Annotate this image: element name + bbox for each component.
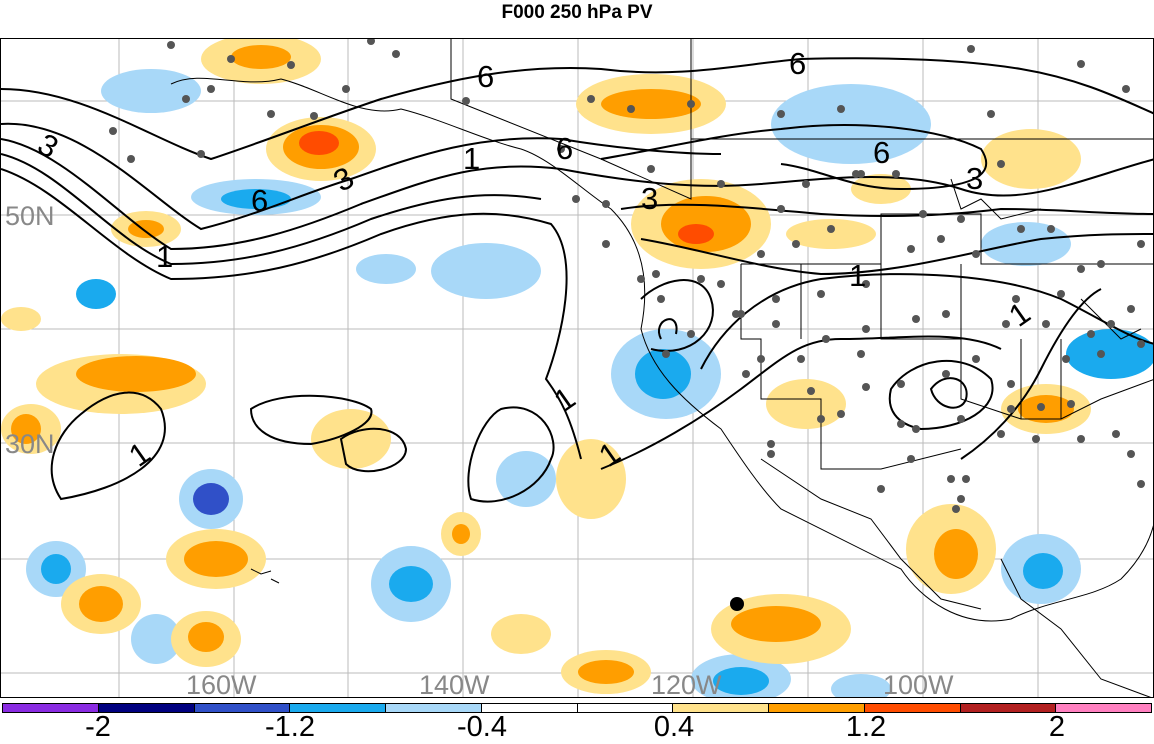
positive-anomaly-shading xyxy=(1,39,1091,694)
marker-dot xyxy=(730,597,744,611)
contour-label: 1 xyxy=(1002,295,1036,334)
pv-contours xyxy=(1,57,1153,503)
colorbar-swatch xyxy=(769,704,865,712)
contour-label: 6 xyxy=(873,135,890,170)
contour-label: 1 xyxy=(849,258,866,293)
colorbar-swatch xyxy=(864,704,961,712)
colorbar-label: 2 xyxy=(1048,711,1066,743)
colorbar-swatch xyxy=(960,704,1057,712)
contour-label: 6 xyxy=(556,131,573,166)
colorbar-label: -2 xyxy=(85,711,111,743)
negative-anomaly-shading xyxy=(26,69,1153,697)
station-markers xyxy=(109,39,1145,513)
contour-label: 1 xyxy=(547,380,581,419)
contour-label: 1 xyxy=(463,141,480,176)
contour-label: 1 xyxy=(156,239,173,274)
contour-label: 6 xyxy=(789,46,806,81)
colorbar-swatch xyxy=(98,704,195,712)
contour-label: 6 xyxy=(251,183,268,218)
coastlines xyxy=(170,39,1153,697)
colorbar-label: 0.4 xyxy=(653,711,695,743)
colorbar-swatch xyxy=(386,704,482,712)
colorbar-swatch xyxy=(481,704,578,712)
lat-label-30n: 30N xyxy=(5,429,55,459)
lon-label-120w: 120W xyxy=(651,670,722,698)
lon-label-160w: 160W xyxy=(186,670,257,698)
contour-value-labels: 6 6 6 6 3 3 3 3 1 1 1 1 1 1 1 6 xyxy=(32,46,1037,474)
colorbar-label: -1.2 xyxy=(265,711,315,743)
colorbar xyxy=(2,703,1152,713)
colorbar-swatch xyxy=(1056,704,1151,712)
pv-map: 50N 30N 160W 140W 120W 100W 6 6 6 6 3 3 … xyxy=(0,38,1154,698)
colorbar-swatch xyxy=(290,704,386,712)
colorbar-label: 1.2 xyxy=(845,711,887,743)
lon-label-140w: 140W xyxy=(419,670,490,698)
contour-label: 3 xyxy=(32,126,64,165)
colorbar-swatch xyxy=(577,704,674,712)
lon-label-100w: 100W xyxy=(883,670,954,698)
lat-label-50n: 50N xyxy=(5,201,55,231)
colorbar-label: -0.4 xyxy=(457,711,507,743)
contour-label: 3 xyxy=(641,181,658,216)
colorbar-swatch xyxy=(194,704,291,712)
chart-title: F000 250 hPa PV xyxy=(501,2,653,23)
contour-label: 1 xyxy=(122,435,156,474)
colorbar-swatch xyxy=(3,704,99,712)
contour-label: 3 xyxy=(966,161,983,196)
colorbar-swatch xyxy=(673,704,769,712)
contour-label: 6 xyxy=(477,59,494,94)
